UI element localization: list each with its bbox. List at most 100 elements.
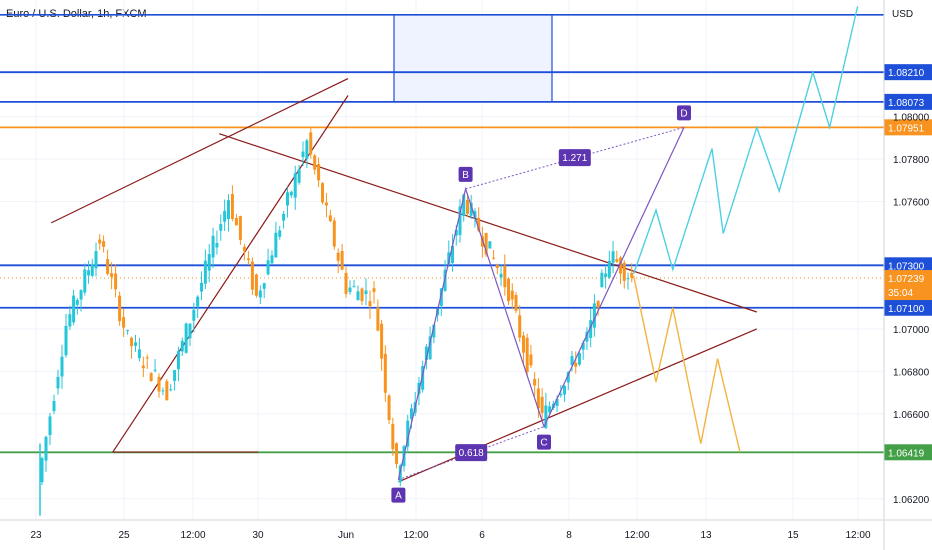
candle-body	[297, 169, 301, 183]
candle-body	[266, 260, 270, 275]
pattern-legs	[397, 127, 685, 480]
candle-body	[600, 272, 604, 288]
fib-label: 1.271	[562, 153, 587, 164]
candle-body	[238, 216, 242, 240]
candle-body	[447, 252, 451, 265]
level-107951-label: 1.07951	[888, 123, 925, 134]
trend-line	[50, 77, 349, 224]
candle-body	[324, 202, 328, 206]
point-D-label: D	[680, 108, 687, 119]
zones	[393, 14, 553, 103]
candle-body	[98, 239, 102, 244]
candle-body	[40, 458, 44, 482]
candle-body	[122, 317, 126, 328]
candle-body	[368, 301, 372, 307]
level-107100-badge	[884, 299, 932, 316]
level-108073-badge	[884, 93, 932, 110]
candle-body	[432, 324, 436, 338]
currency-label: USD	[892, 9, 914, 20]
x-tick-label: 15	[787, 530, 799, 541]
x-tick-label: 12:00	[180, 530, 205, 541]
level-108073-label: 1.08073	[888, 98, 925, 109]
candle-body	[161, 390, 165, 392]
candle-body	[619, 257, 623, 274]
y-tick-label: 1.06800	[893, 367, 930, 378]
candle-body	[611, 251, 615, 263]
candle-body	[289, 191, 293, 196]
trend-line	[112, 95, 349, 453]
candle-body	[507, 278, 511, 302]
level-107300-label: 1.07300	[888, 261, 925, 272]
y-tick-label: 1.07800	[893, 155, 930, 166]
candle-body	[383, 353, 387, 393]
projection-down	[632, 275, 741, 453]
candle-body	[536, 388, 540, 409]
point-C-label: C	[540, 438, 547, 449]
x-tick-label: 8	[566, 530, 572, 541]
candle-body	[87, 270, 91, 276]
candle-body	[44, 436, 48, 461]
candle-body	[563, 386, 567, 395]
candle-body	[149, 373, 153, 382]
point-D-badge	[677, 105, 691, 121]
candle-body	[106, 259, 110, 274]
candle-body	[110, 273, 114, 277]
candle-body	[223, 210, 227, 222]
candle-body	[176, 350, 180, 370]
y-tick-label: 1.08000	[893, 113, 930, 124]
projections	[632, 6, 859, 453]
candle-body	[293, 173, 297, 198]
candle-body	[169, 389, 173, 391]
candle-body	[592, 303, 596, 328]
candle-body	[226, 200, 230, 220]
candle-body	[439, 288, 443, 306]
level-106419-badge	[884, 444, 932, 461]
level-lines	[0, 14, 884, 454]
candle-body	[348, 287, 352, 292]
y-tick-label: 1.06600	[893, 410, 930, 421]
candle-body	[328, 215, 332, 222]
point-B-badge	[458, 166, 473, 182]
level-107100-label: 1.07100	[888, 304, 925, 315]
candle-body	[246, 258, 250, 260]
candle-body	[604, 273, 608, 277]
x-tick-label: Jun	[338, 530, 354, 541]
candle-body	[301, 151, 305, 158]
candle-body	[451, 245, 455, 263]
candle-body	[285, 192, 289, 206]
y-tick-label: 1.07600	[893, 198, 930, 209]
countdown-label: 35:04	[888, 288, 913, 299]
candle-body	[477, 217, 481, 231]
point-A-badge	[391, 487, 406, 503]
candle-body	[196, 296, 200, 307]
candle-body	[510, 290, 514, 300]
candle-body	[200, 282, 204, 292]
candle-body	[465, 199, 469, 214]
candle-body	[555, 399, 559, 406]
candle-body	[503, 265, 507, 288]
candle-body	[230, 194, 234, 219]
candle-body	[607, 260, 611, 278]
fib-label: 0.618	[459, 448, 484, 459]
candle-body	[596, 301, 600, 308]
candle-body	[622, 262, 626, 281]
candle-body	[484, 233, 488, 255]
x-tick-label: 6	[479, 530, 485, 541]
candle-body	[409, 408, 413, 420]
candle-body	[282, 213, 286, 221]
candle-body	[454, 229, 458, 236]
candle-body	[574, 362, 578, 367]
candle-body	[421, 366, 425, 390]
candle-body	[566, 372, 570, 383]
candle-body	[533, 378, 537, 386]
candle-body	[305, 140, 309, 159]
candle-body	[94, 251, 98, 269]
candle-body	[313, 155, 317, 170]
candle-body	[130, 337, 134, 347]
candle-body	[462, 194, 466, 217]
candle-body	[242, 246, 246, 252]
current-price-badge	[884, 270, 932, 301]
x-tick-label: 12:00	[403, 530, 428, 541]
candle-body	[589, 320, 593, 338]
